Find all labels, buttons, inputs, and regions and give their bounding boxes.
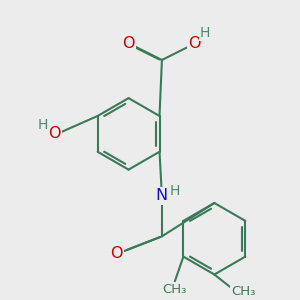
Text: O: O [122,36,135,51]
Text: N: N [156,188,168,203]
Text: O: O [188,36,201,51]
Text: H: H [38,118,48,132]
Text: O: O [110,245,122,260]
Text: CH₃: CH₃ [231,285,255,298]
Text: O: O [48,126,61,141]
Text: H: H [200,26,210,40]
Text: CH₃: CH₃ [163,284,187,296]
Text: H: H [170,184,181,198]
